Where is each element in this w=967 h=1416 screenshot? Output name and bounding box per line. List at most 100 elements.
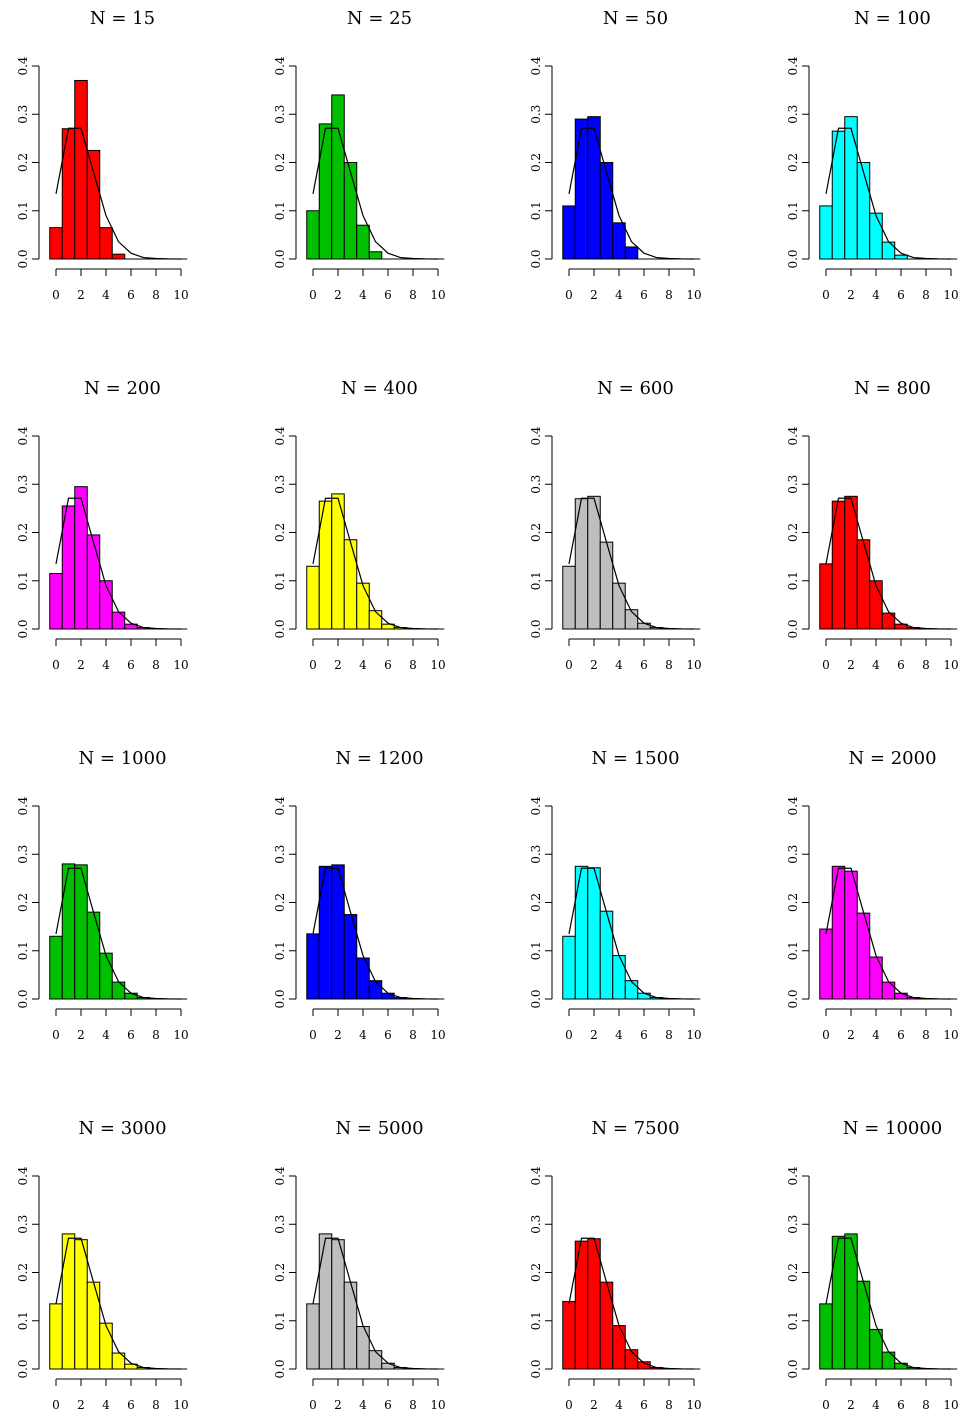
histogram-bar <box>599 162 614 260</box>
x-tick-label: 2 <box>77 658 85 672</box>
x-tick-label: 6 <box>897 1028 905 1042</box>
x-tick-label: 0 <box>822 1398 830 1412</box>
histogram-bar <box>124 992 138 1000</box>
y-tick-label: 0.0 <box>273 249 287 268</box>
histogram-panel: N = 10000 0.0 0.1 0.2 0.3 0.4 0 2 4 6 8 10 <box>786 1118 959 1412</box>
x-tick-label: 2 <box>334 288 342 302</box>
y-tick-label: 0.4 <box>529 426 543 445</box>
histogram-bar <box>61 505 76 630</box>
histogram-panel: N = 800 0.0 0.1 0.2 0.3 0.4 0 2 4 6 8 10 <box>786 378 959 672</box>
x-tick-label: 4 <box>102 288 110 302</box>
y-tick-label: 0.1 <box>273 571 287 590</box>
y-tick-label: 0.0 <box>786 989 800 1008</box>
x-tick-label: 0 <box>822 1028 830 1042</box>
histogram-bar <box>356 582 370 630</box>
y-tick-label: 0.3 <box>529 105 543 124</box>
x-tick-label: 8 <box>409 1398 417 1412</box>
x-tick-label: 4 <box>102 1028 110 1042</box>
y-tick-label: 0.2 <box>529 523 543 542</box>
x-tick-label: 2 <box>847 1398 855 1412</box>
y-tick-label: 0.3 <box>273 105 287 124</box>
x-tick-label: 8 <box>409 288 417 302</box>
histogram-bar <box>562 1300 576 1370</box>
panel-title: N = 1000 <box>78 748 166 769</box>
histogram-bar <box>894 254 908 260</box>
x-tick-label: 10 <box>943 1028 958 1042</box>
x-tick-label: 10 <box>430 288 445 302</box>
y-tick-label: 0.4 <box>16 796 30 815</box>
histogram-bar <box>86 911 101 1000</box>
x-tick-label: 6 <box>384 658 392 672</box>
x-tick-label: 0 <box>565 288 573 302</box>
histogram-bar <box>856 1280 871 1370</box>
y-tick-label: 0.3 <box>16 1215 30 1234</box>
y-tick-label: 0.3 <box>273 475 287 494</box>
y-tick-label: 0.4 <box>529 1166 543 1185</box>
histogram-bar <box>587 116 601 260</box>
histogram-bar <box>587 1238 601 1370</box>
x-tick-label: 0 <box>309 1398 317 1412</box>
y-tick-label: 0.1 <box>16 571 30 590</box>
histogram-bar <box>624 246 639 260</box>
x-tick-label: 10 <box>173 1398 188 1412</box>
y-tick-label: 0.0 <box>16 249 30 268</box>
x-tick-label: 0 <box>565 1398 573 1412</box>
panel-title: N = 25 <box>347 8 412 29</box>
x-tick-label: 4 <box>615 1398 623 1412</box>
y-tick-label: 0.2 <box>16 153 30 172</box>
histogram-bar <box>381 992 395 1000</box>
y-tick-label: 0.1 <box>786 941 800 960</box>
histogram-bar <box>599 541 614 630</box>
y-tick-label: 0.3 <box>786 1215 800 1234</box>
x-tick-label: 8 <box>152 1398 160 1412</box>
y-tick-label: 0.3 <box>16 845 30 864</box>
x-tick-label: 2 <box>334 1398 342 1412</box>
histogram-panel: N = 1000 0.0 0.1 0.2 0.3 0.4 0 2 4 6 8 10 <box>16 748 189 1042</box>
x-tick-label: 8 <box>922 1398 930 1412</box>
panel-title: N = 600 <box>597 378 674 399</box>
x-tick-label: 4 <box>359 1028 367 1042</box>
panel-title: N = 3000 <box>78 1118 166 1139</box>
x-tick-label: 0 <box>309 658 317 672</box>
x-tick-label: 2 <box>77 1398 85 1412</box>
histogram-bar <box>637 992 651 1000</box>
histogram-panel: N = 1500 0.0 0.1 0.2 0.3 0.4 0 2 4 6 8 10 <box>529 748 702 1042</box>
histogram-bar <box>49 573 63 630</box>
histogram-panel: N = 2000 0.0 0.1 0.2 0.3 0.4 0 2 4 6 8 10 <box>786 748 959 1042</box>
histogram-bar <box>587 867 601 1000</box>
histogram-bar <box>74 1239 88 1370</box>
x-tick-label: 4 <box>872 1028 880 1042</box>
y-tick-label: 0.1 <box>786 201 800 220</box>
x-tick-label: 6 <box>384 288 392 302</box>
histogram-bar <box>624 1349 639 1370</box>
histogram-bar <box>368 980 383 1000</box>
y-tick-label: 0.4 <box>273 56 287 75</box>
y-tick-label: 0.4 <box>786 1166 800 1185</box>
y-tick-label: 0.4 <box>273 1166 287 1185</box>
x-tick-label: 8 <box>665 288 673 302</box>
histogram-panel: N = 5000 0.0 0.1 0.2 0.3 0.4 0 2 4 6 8 10 <box>273 1118 446 1412</box>
x-tick-label: 10 <box>173 658 188 672</box>
x-tick-label: 6 <box>127 1398 135 1412</box>
x-tick-label: 0 <box>309 1028 317 1042</box>
y-tick-label: 0.3 <box>529 475 543 494</box>
histogram-bar <box>368 610 383 630</box>
x-tick-label: 6 <box>897 1398 905 1412</box>
panel-title: N = 800 <box>854 378 931 399</box>
histogram-bar <box>99 1322 113 1370</box>
histogram-bar <box>599 910 614 1000</box>
x-tick-label: 0 <box>52 1398 60 1412</box>
y-tick-label: 0.3 <box>786 845 800 864</box>
histogram-bar <box>368 251 383 260</box>
panel-title: N = 400 <box>341 378 418 399</box>
y-tick-label: 0.3 <box>529 845 543 864</box>
histogram-bar <box>343 162 358 260</box>
histogram-bar <box>819 205 833 260</box>
histogram-bar <box>343 539 358 630</box>
x-tick-label: 2 <box>847 1028 855 1042</box>
y-tick-label: 0.2 <box>273 893 287 912</box>
x-tick-label: 0 <box>822 288 830 302</box>
y-tick-label: 0.0 <box>16 1359 30 1378</box>
y-tick-label: 0.2 <box>273 523 287 542</box>
histogram-panel: N = 400 0.0 0.1 0.2 0.3 0.4 0 2 4 6 8 10 <box>273 378 446 672</box>
